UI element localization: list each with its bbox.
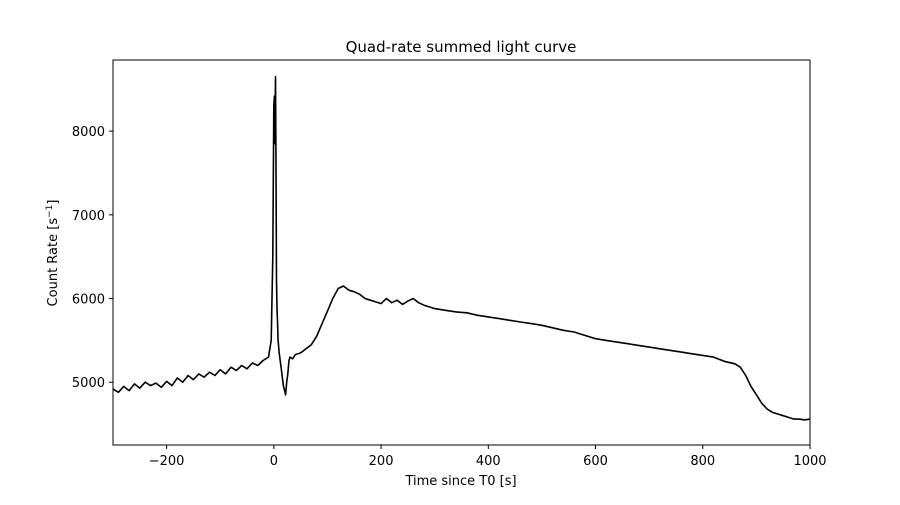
y-tick-label: 8000 — [72, 125, 105, 140]
x-tick-label: 800 — [690, 454, 715, 469]
x-axis: −200 0 200 400 600 800 1000 — [149, 445, 827, 469]
x-tick-label: 600 — [583, 454, 608, 469]
x-axis-label: Time since T0 [s] — [404, 474, 516, 489]
y-tick-label: 7000 — [72, 209, 105, 224]
y-axis-label-main: Count Rate [s — [46, 218, 61, 307]
chart-title: Quad-rate summed light curve — [346, 38, 577, 56]
x-tick-label: 400 — [476, 454, 501, 469]
series-line-0 — [112, 75, 811, 421]
y-axis: 5000 6000 7000 8000 — [72, 125, 113, 391]
y-axis-label-close: ] — [46, 200, 61, 205]
y-axis-label: Count Rate [s−1] — [45, 200, 61, 307]
x-tick-label: 200 — [369, 454, 394, 469]
plot-area — [112, 75, 811, 421]
plot-frame — [112, 59, 811, 446]
x-tick-label: −200 — [149, 454, 185, 469]
y-tick-label: 6000 — [72, 293, 105, 308]
y-axis-label-superscript: −1 — [45, 205, 55, 218]
x-tick-label: 0 — [270, 454, 278, 469]
x-tick-label: 1000 — [793, 454, 826, 469]
y-tick-label: 5000 — [72, 376, 105, 391]
